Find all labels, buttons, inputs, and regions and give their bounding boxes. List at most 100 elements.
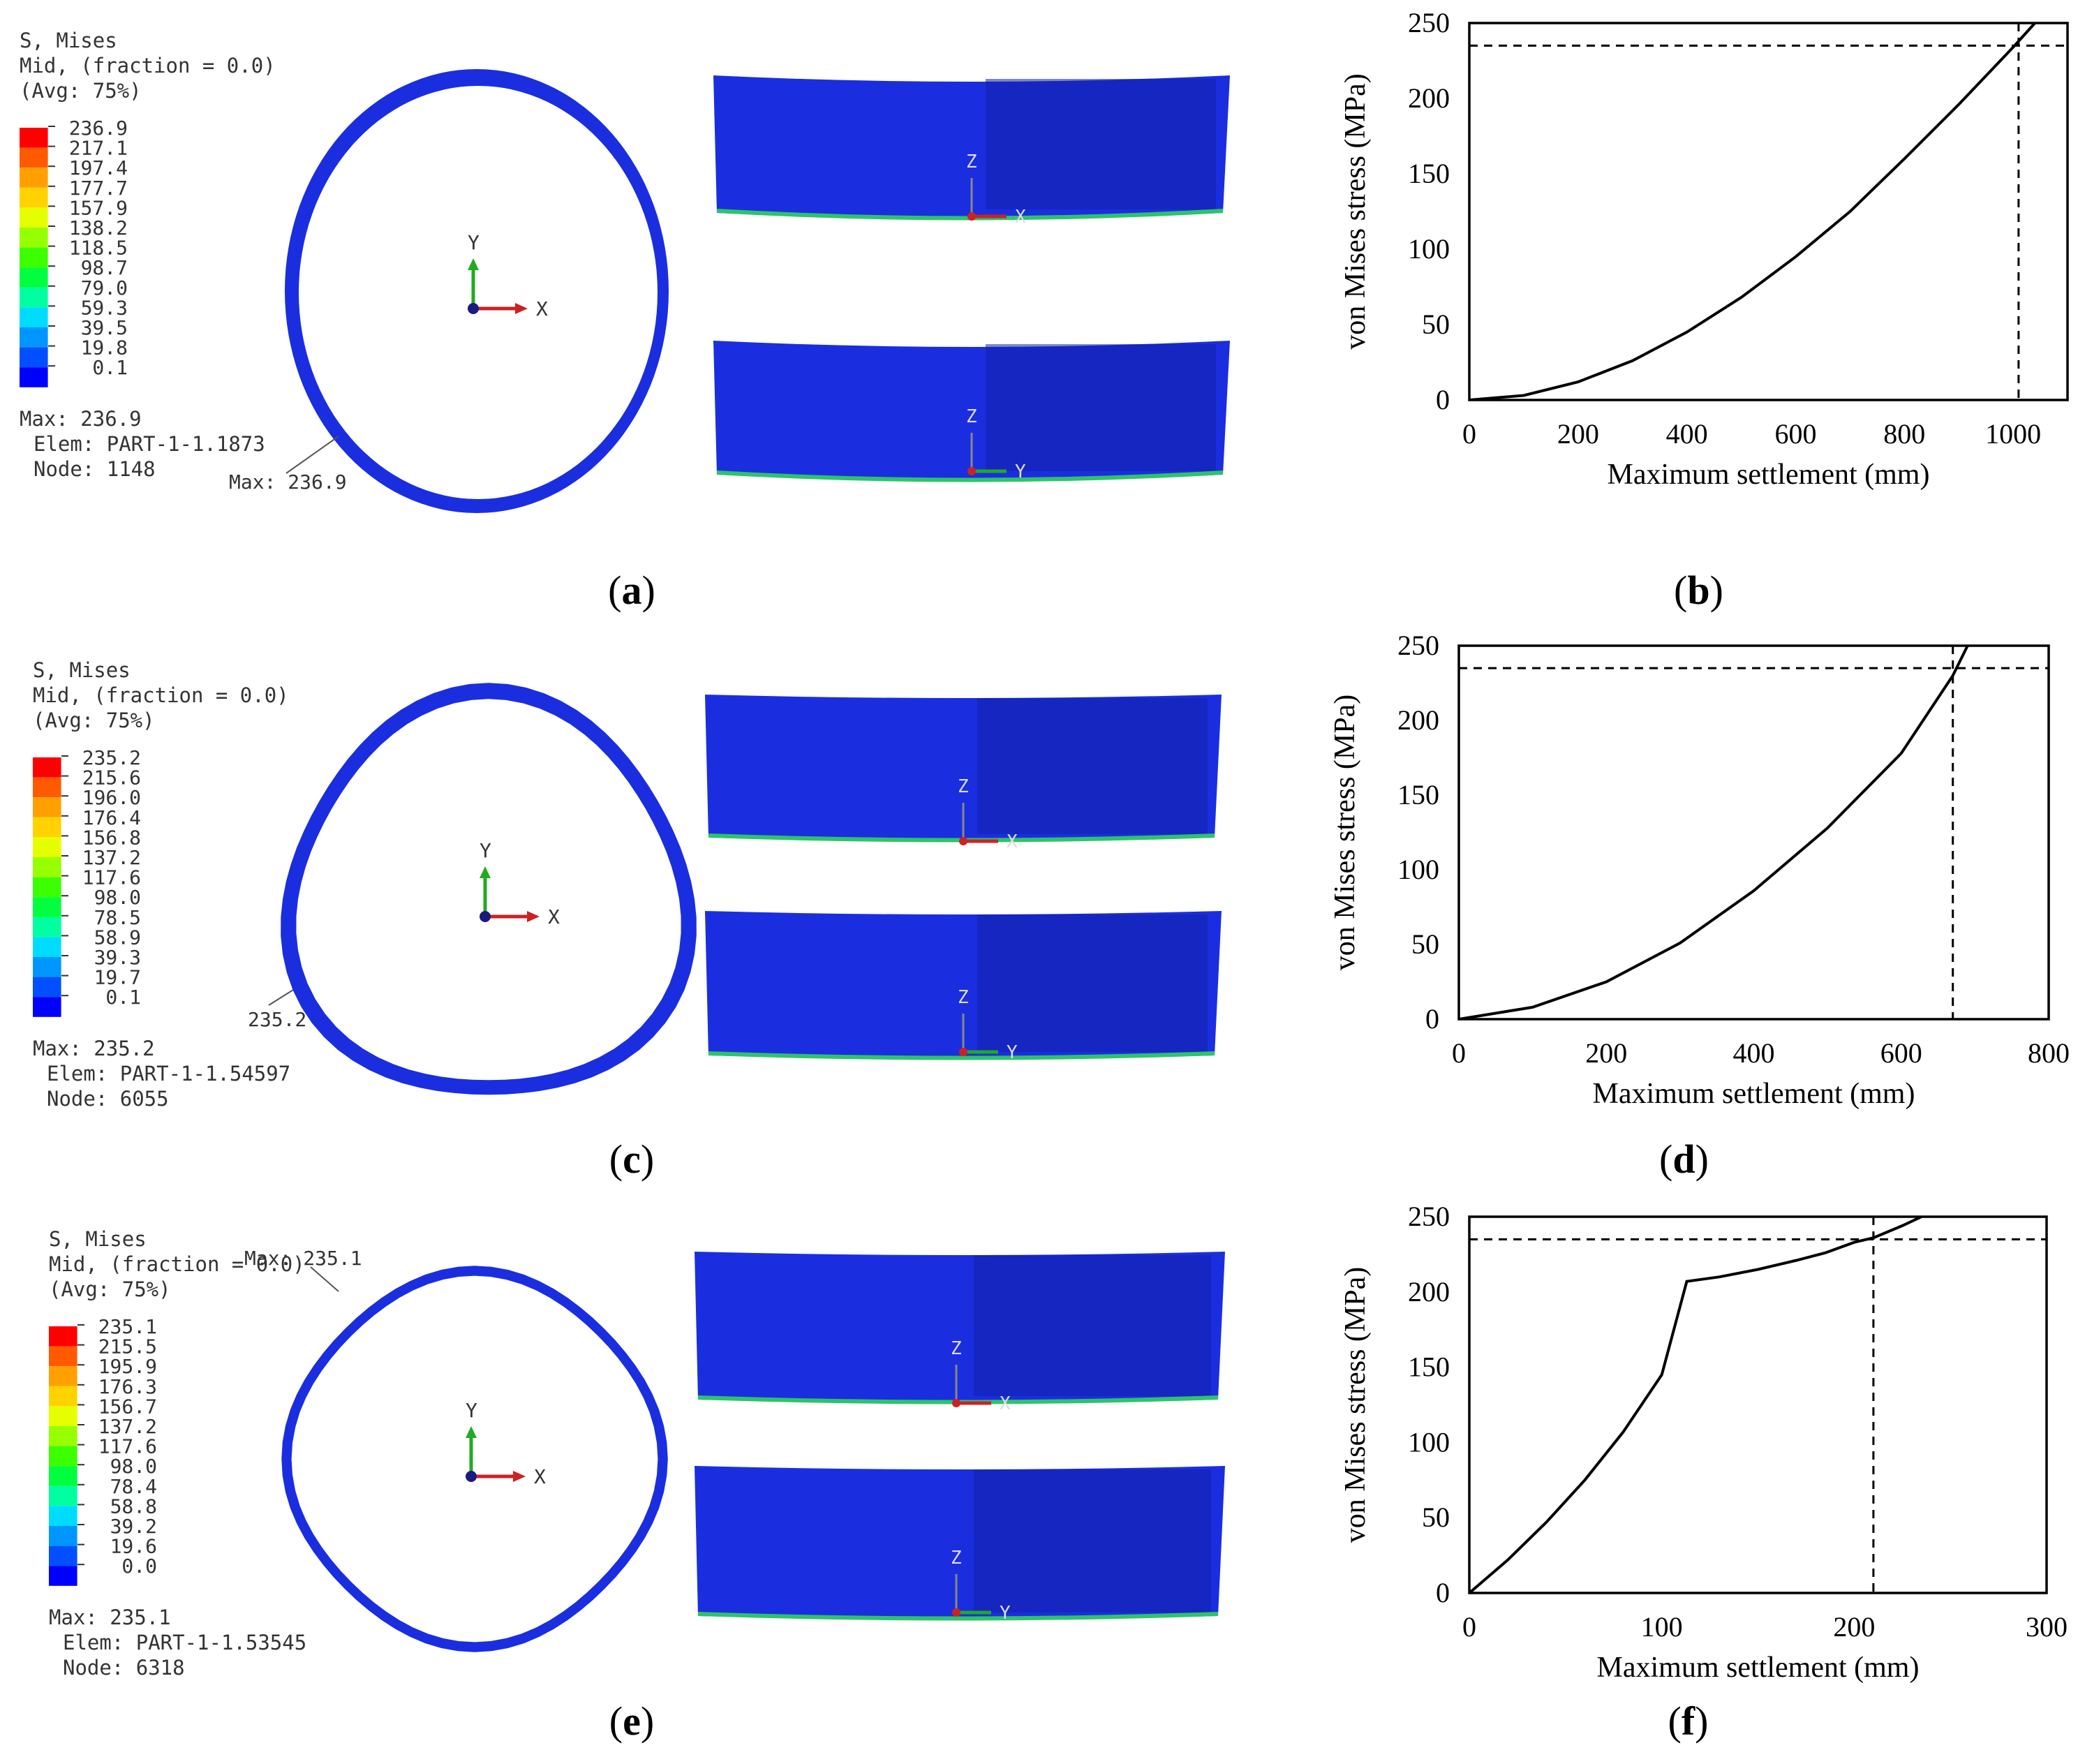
side-axis-label-h: X [1000, 1393, 1011, 1414]
legend-value: 217.1 [69, 137, 128, 160]
stress-band-edge [708, 1051, 1215, 1060]
side-axis-label-h: Y [1000, 1603, 1011, 1624]
x-axis-label: Maximum settlement (mm) [1597, 1652, 1920, 1684]
axis-label-y: Y [468, 231, 480, 254]
legend-swatch [20, 287, 48, 308]
legend-value: 79.0 [81, 276, 128, 299]
legend-swatch [33, 817, 61, 838]
y-tick-label: 150 [1397, 779, 1439, 810]
plot-frame [1457, 644, 2050, 1021]
legend-value: 19.8 [81, 336, 128, 360]
legend-swatch [20, 347, 48, 368]
x-tick-label: 800 [2028, 1037, 2070, 1069]
legend-value: 19.7 [94, 966, 141, 989]
legend-value: 98.0 [110, 1455, 157, 1478]
side-axis-label-h: Y [1015, 461, 1026, 482]
panel-label: (c) [609, 1136, 654, 1182]
legend-value: 118.5 [69, 237, 128, 260]
x-tick-label: 0 [1462, 1611, 1476, 1643]
max-callout: Max: 236.9 [229, 470, 347, 494]
y-tick-label: 200 [1397, 704, 1439, 736]
legend-value: 58.8 [110, 1495, 157, 1518]
x-tick-label: 200 [1833, 1611, 1875, 1643]
x-tick-label: 600 [1774, 418, 1816, 450]
legend-value: 58.9 [94, 926, 141, 949]
max-info-line: Elem: PART-1-1.53545 [63, 1631, 306, 1654]
legend-value: 98.7 [81, 256, 128, 279]
legend-value: 0.1 [105, 986, 141, 1009]
x-arrowhead [515, 303, 528, 314]
chart-d: 0 200 400 600 800 0 50 100 150 200 250 Maximum sett… [1329, 630, 2070, 1182]
legend-title-line: S, Mises [33, 658, 131, 682]
y-axis-label: von Mises stress (MPa) [1339, 1267, 1372, 1543]
legend-swatch [20, 187, 48, 208]
x-tick-label: 100 [1641, 1611, 1683, 1643]
y-tick-label: 50 [1422, 309, 1450, 340]
y-tick-label: 0 [1436, 1577, 1450, 1608]
panel-label: (d) [1659, 1136, 1709, 1182]
legend-value: 39.3 [94, 946, 141, 969]
max-info-line: Node: 6055 [47, 1087, 169, 1111]
legend-title-line: Mid, (fraction = 0.0) [49, 1252, 305, 1276]
panel-label: (a) [608, 568, 655, 613]
pipe-shading [974, 1469, 1211, 1613]
legend-swatch [49, 1346, 77, 1367]
y-tick-label: 150 [1408, 158, 1450, 189]
y-tick-label: 0 [1436, 384, 1450, 415]
legend-swatch [20, 327, 48, 348]
legend-value: 39.2 [110, 1515, 157, 1538]
x-tick-label: 0 [1452, 1037, 1466, 1069]
y-tick-label: 50 [1411, 928, 1439, 960]
panel-label: (b) [1674, 568, 1723, 613]
triad-origin [468, 303, 479, 314]
legend-swatch [20, 207, 48, 228]
axis-label-y: Y [480, 839, 491, 862]
x-arrowhead [513, 1471, 526, 1482]
legend-swatch [49, 1506, 77, 1526]
legend-swatch [49, 1386, 77, 1407]
max-callout-leader [268, 989, 294, 1006]
legend-swatch [33, 997, 61, 1017]
legend-value: 98.0 [94, 886, 141, 909]
max-info-line: Elem: PART-1-1.54597 [47, 1062, 290, 1085]
side-axis-label-h: Y [1007, 1042, 1018, 1063]
pipe-shading [974, 1255, 1211, 1396]
y-arrowhead [466, 1426, 477, 1438]
x-tick-label: 400 [1666, 418, 1708, 450]
x-tick-label: 200 [1557, 418, 1599, 450]
plot-frame [1468, 22, 2069, 401]
y-tick-label: 0 [1425, 1003, 1439, 1035]
y-axis-label: von Mises stress (MPa) [1339, 73, 1372, 350]
legend-title-line: S, Mises [49, 1227, 147, 1251]
max-info-line: Node: 1148 [34, 457, 156, 481]
legend-value: 138.2 [69, 216, 128, 239]
legend-value: 177.7 [69, 177, 128, 200]
legend-value: 176.4 [82, 806, 141, 829]
legend-title-line: (Avg: 75%) [33, 709, 155, 732]
y-arrowhead [480, 866, 491, 878]
legend-swatch [33, 797, 61, 817]
legend-value: 176.3 [98, 1375, 157, 1398]
pipe-shading [986, 79, 1216, 209]
legend-swatch [33, 957, 61, 977]
y-tick-label: 200 [1408, 1276, 1450, 1307]
x-tick-label: 800 [1883, 418, 1925, 450]
axis-label-x: X [548, 905, 560, 928]
max-info-line: Max: 235.2 [33, 1037, 155, 1060]
y-tick-label: 250 [1408, 1201, 1450, 1232]
axis-label-y: Y [466, 1399, 477, 1422]
legend-swatch [33, 897, 61, 917]
legend-swatch [20, 168, 48, 188]
max-callout: Max: 235.1 [244, 1247, 362, 1270]
series-line [1469, 1217, 1922, 1593]
side-triad-origin [952, 1608, 960, 1617]
legend-title-line: (Avg: 75%) [49, 1277, 171, 1301]
legend-swatch [49, 1526, 77, 1546]
x-axis-label: Maximum settlement (mm) [1608, 459, 1930, 491]
legend-value: 156.7 [98, 1395, 157, 1418]
x-tick-label: 300 [2026, 1611, 2068, 1643]
legend-swatch [33, 917, 61, 937]
